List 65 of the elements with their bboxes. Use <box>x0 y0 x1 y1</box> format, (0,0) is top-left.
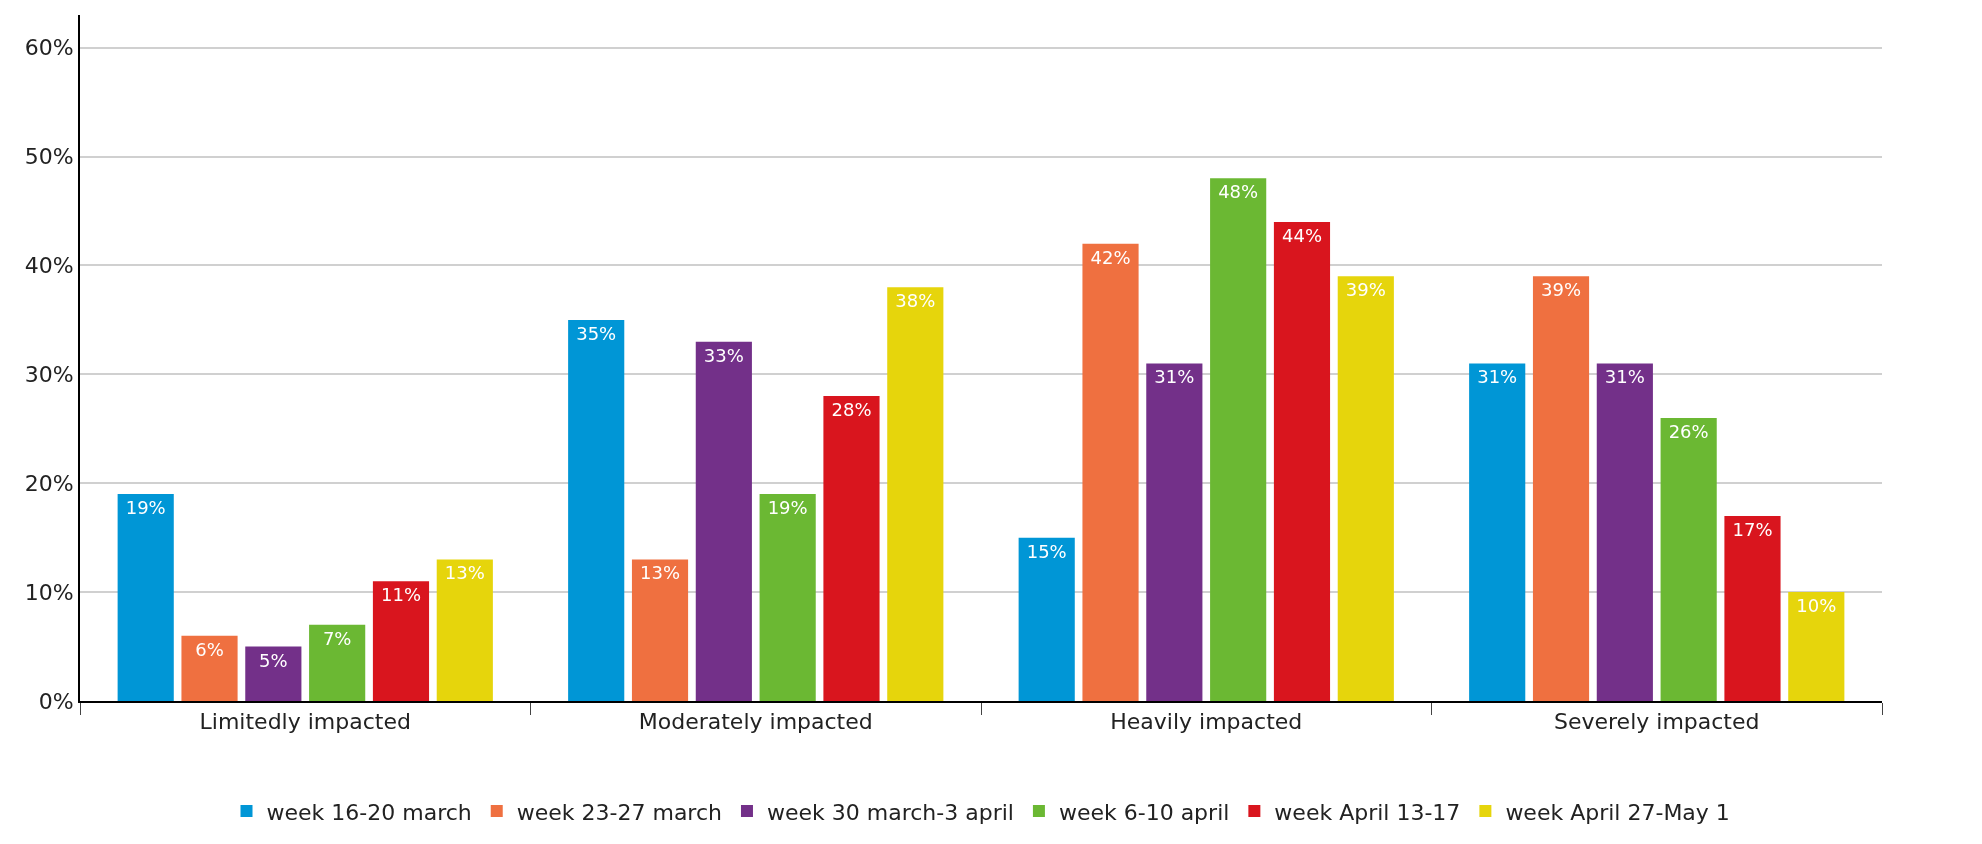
x-tick-label: Moderately impacted <box>638 709 873 735</box>
data-label: 38% <box>895 290 936 312</box>
bar <box>245 646 302 701</box>
bar <box>1018 537 1075 701</box>
y-tick-label: 60% <box>24 35 74 61</box>
data-label: 19% <box>125 497 166 519</box>
bar <box>1532 276 1590 701</box>
data-label: 31% <box>1604 366 1645 388</box>
bar <box>181 635 238 701</box>
data-label: 28% <box>831 399 872 421</box>
bar <box>1273 221 1331 701</box>
legend-label: week April 27-May 1 <box>1505 799 1730 825</box>
y-tick-label: 40% <box>24 253 74 279</box>
data-label: 17% <box>1732 518 1773 540</box>
data-label: 31% <box>1477 366 1518 388</box>
bar <box>695 341 752 701</box>
data-label: 31% <box>1154 366 1195 388</box>
legend-label: week 30 march-3 april <box>766 799 1014 825</box>
data-label: 44% <box>1281 224 1322 246</box>
data-label: 26% <box>1668 420 1709 442</box>
legend-label: week 23-27 march <box>516 799 722 825</box>
data-label: 39% <box>1345 279 1386 301</box>
y-tick-label: 20% <box>24 470 74 496</box>
data-label: 48% <box>1218 181 1259 203</box>
data-label: 33% <box>703 344 744 366</box>
data-label: 13% <box>444 562 485 584</box>
y-tick-label: 50% <box>24 144 74 170</box>
bar <box>823 396 880 701</box>
bar <box>1337 276 1394 701</box>
data-label: 5% <box>259 649 288 671</box>
data-label: 42% <box>1090 246 1131 268</box>
y-tick-label: 0% <box>38 688 74 714</box>
bar <box>117 494 174 701</box>
bar <box>309 624 366 701</box>
data-label: 19% <box>767 497 808 519</box>
x-tick-label: Limitedly impacted <box>199 709 411 735</box>
bar <box>1596 363 1653 701</box>
data-label: 11% <box>380 584 421 606</box>
bar <box>759 494 816 701</box>
bar <box>887 287 944 701</box>
x-tick-label: Severely impacted <box>1554 709 1760 735</box>
x-tick-label: Heavily impacted <box>1110 709 1303 735</box>
data-label: 15% <box>1026 540 1067 562</box>
y-tick-label: 30% <box>24 362 74 388</box>
bar <box>436 559 493 701</box>
legend-label: week 6-10 april <box>1058 799 1230 825</box>
y-tick-label: 10% <box>24 579 74 605</box>
bar <box>1210 178 1267 701</box>
data-label: 35% <box>576 322 617 344</box>
bar <box>1082 243 1139 701</box>
data-label: 7% <box>322 627 352 649</box>
bar <box>1788 592 1845 701</box>
bar <box>372 581 430 701</box>
bar <box>1660 417 1717 701</box>
bar <box>1469 363 1526 701</box>
data-label: 13% <box>640 562 681 584</box>
legend-label: week April 13-17 <box>1274 799 1461 825</box>
bar <box>1146 363 1203 701</box>
bar <box>568 319 625 701</box>
bar <box>631 559 689 701</box>
legend-label: week 16-20 march <box>266 799 472 825</box>
data-label: 39% <box>1541 279 1582 301</box>
data-label: 6% <box>195 638 224 660</box>
data-label: 10% <box>1796 595 1837 617</box>
bar <box>1724 515 1781 701</box>
